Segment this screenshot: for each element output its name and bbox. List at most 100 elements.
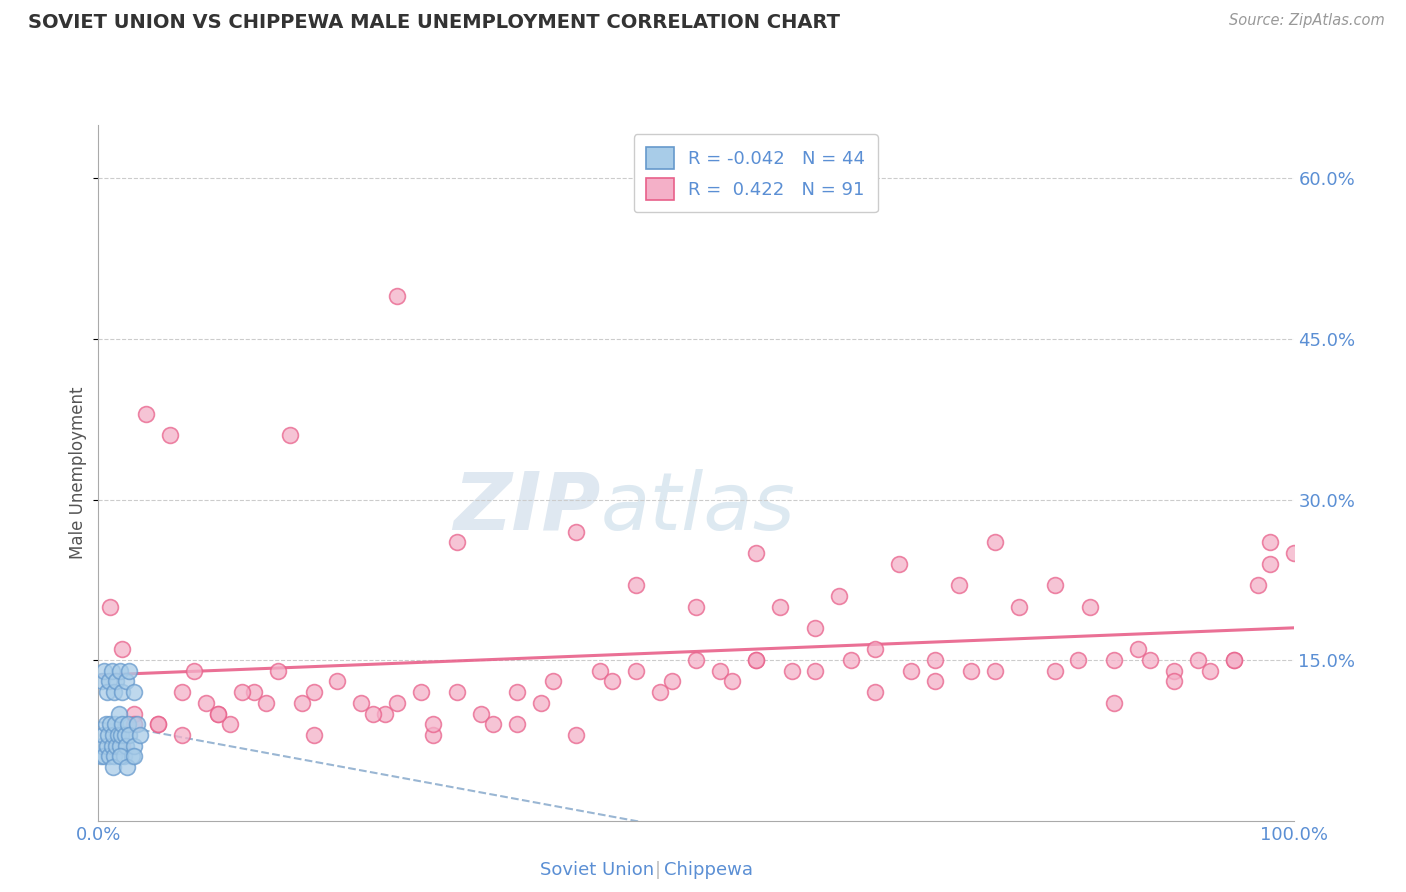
- Point: [117, 717, 139, 731]
- Point: [745, 546, 768, 560]
- Point: [302, 685, 325, 699]
- Point: [96, 739, 118, 753]
- Point: [422, 717, 444, 731]
- Point: [924, 674, 946, 689]
- Point: [96, 685, 118, 699]
- Point: [103, 749, 125, 764]
- Point: [1080, 599, 1102, 614]
- Point: [98, 749, 121, 764]
- Point: [124, 749, 146, 764]
- Point: [648, 685, 672, 699]
- Point: [1258, 557, 1281, 571]
- Point: [529, 696, 551, 710]
- Point: [97, 728, 120, 742]
- Text: Soviet Union: Soviet Union: [540, 861, 654, 879]
- Point: [125, 717, 148, 731]
- Point: [129, 728, 152, 742]
- Point: [267, 664, 290, 678]
- Point: [720, 674, 742, 689]
- Point: [685, 599, 707, 614]
- Point: [1163, 674, 1185, 689]
- Point: [94, 717, 117, 731]
- Point: [91, 674, 114, 689]
- Point: [804, 664, 827, 678]
- Point: [207, 706, 229, 721]
- Point: [446, 685, 468, 699]
- Point: [1187, 653, 1209, 667]
- Point: [1258, 535, 1281, 549]
- Point: [602, 674, 624, 689]
- Point: [111, 685, 134, 699]
- Point: [1282, 546, 1305, 560]
- Point: [118, 664, 141, 678]
- Point: [254, 696, 277, 710]
- Point: [101, 760, 124, 774]
- Point: [506, 717, 529, 731]
- Point: [124, 685, 146, 699]
- Point: [111, 717, 134, 731]
- Point: [1007, 599, 1029, 614]
- Point: [124, 739, 146, 753]
- Point: [863, 685, 887, 699]
- Point: [1246, 578, 1268, 592]
- Text: atlas: atlas: [600, 468, 796, 547]
- Point: [105, 674, 128, 689]
- Point: [446, 535, 468, 549]
- Point: [111, 642, 134, 657]
- Point: [506, 685, 529, 699]
- Text: SOVIET UNION VS CHIPPEWA MALE UNEMPLOYMENT CORRELATION CHART: SOVIET UNION VS CHIPPEWA MALE UNEMPLOYME…: [28, 13, 841, 32]
- Point: [115, 739, 138, 753]
- Point: [422, 728, 444, 742]
- Point: [900, 664, 922, 678]
- Point: [685, 653, 707, 667]
- Point: [841, 653, 863, 667]
- Point: [105, 739, 128, 753]
- Point: [98, 674, 121, 689]
- Point: [172, 728, 194, 742]
- Point: [115, 760, 138, 774]
- Point: [780, 664, 803, 678]
- Point: [183, 664, 205, 678]
- Point: [1163, 664, 1185, 678]
- Point: [115, 674, 138, 689]
- Point: [326, 674, 349, 689]
- Point: [889, 557, 911, 571]
- Point: [768, 599, 790, 614]
- Point: [107, 728, 129, 742]
- Point: [111, 739, 134, 753]
- Point: [91, 739, 114, 753]
- Point: [108, 664, 131, 678]
- Point: [135, 407, 157, 421]
- Point: [112, 749, 135, 764]
- Point: [107, 706, 129, 721]
- Point: [745, 653, 768, 667]
- Point: [302, 728, 325, 742]
- Point: [98, 599, 122, 614]
- Point: [159, 428, 181, 442]
- Point: [626, 578, 648, 592]
- Point: [207, 706, 229, 721]
- Point: [1128, 642, 1150, 657]
- Text: ZIP: ZIP: [453, 468, 600, 547]
- Point: [385, 696, 409, 710]
- Point: [565, 728, 588, 742]
- Point: [172, 685, 194, 699]
- Point: [104, 717, 127, 731]
- Point: [1102, 696, 1125, 710]
- Point: [374, 706, 396, 721]
- Point: [948, 578, 970, 592]
- Point: [541, 674, 564, 689]
- Point: [1222, 653, 1246, 667]
- Point: [828, 589, 851, 603]
- Point: [385, 289, 409, 303]
- Point: [1198, 664, 1220, 678]
- Point: [1139, 653, 1161, 667]
- Point: [124, 717, 146, 731]
- Point: [93, 664, 115, 678]
- Point: [93, 749, 115, 764]
- Point: [589, 664, 612, 678]
- Point: [114, 728, 136, 742]
- Point: [91, 728, 114, 742]
- Text: |: |: [655, 861, 661, 879]
- Point: [101, 728, 124, 742]
